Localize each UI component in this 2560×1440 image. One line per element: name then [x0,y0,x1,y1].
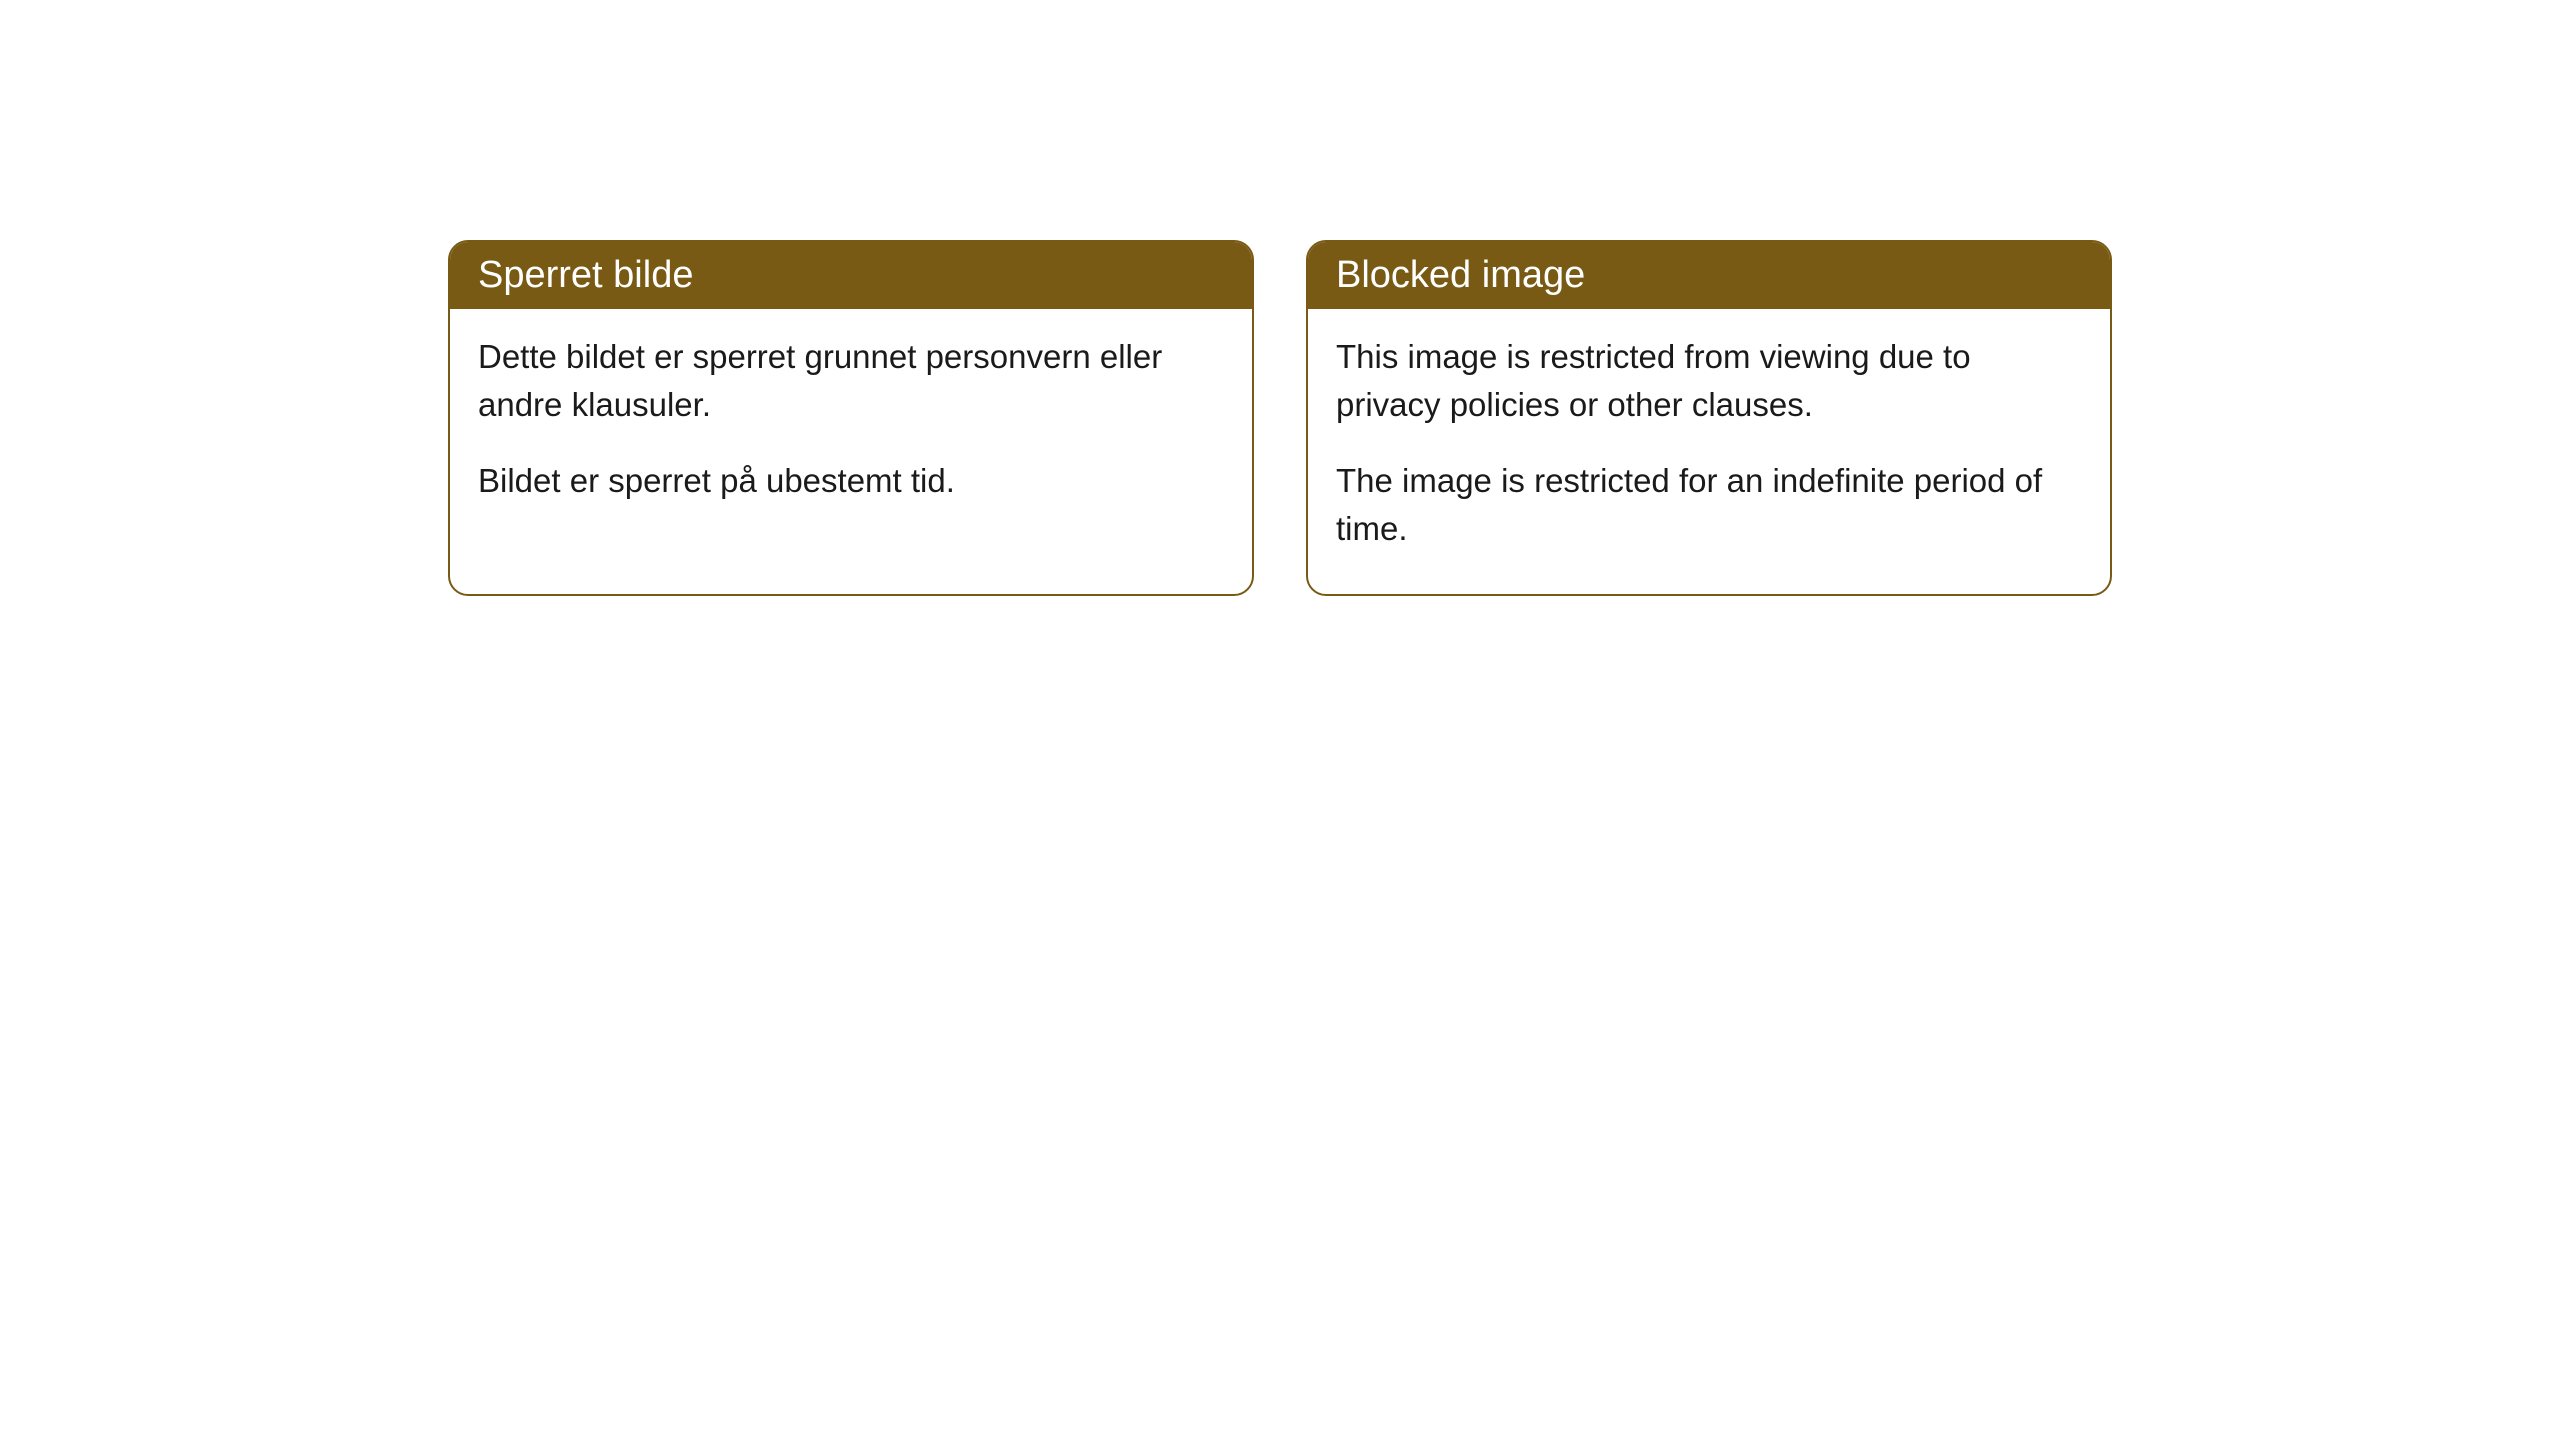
card-paragraph-2-norwegian: Bildet er sperret på ubestemt tid. [478,457,1224,505]
card-title-english: Blocked image [1336,254,1585,296]
notice-card-english: Blocked image This image is restricted f… [1306,240,2112,596]
card-paragraph-1-norwegian: Dette bildet er sperret grunnet personve… [478,333,1224,429]
notice-card-norwegian: Sperret bilde Dette bildet er sperret gr… [448,240,1254,596]
card-paragraph-2-english: The image is restricted for an indefinit… [1336,457,2082,553]
card-paragraph-1-english: This image is restricted from viewing du… [1336,333,2082,429]
card-header-english: Blocked image [1308,242,2110,309]
card-body-english: This image is restricted from viewing du… [1308,309,2110,594]
notice-cards-container: Sperret bilde Dette bildet er sperret gr… [448,240,2112,596]
card-header-norwegian: Sperret bilde [450,242,1252,309]
card-title-norwegian: Sperret bilde [478,254,693,296]
card-body-norwegian: Dette bildet er sperret grunnet personve… [450,309,1252,547]
